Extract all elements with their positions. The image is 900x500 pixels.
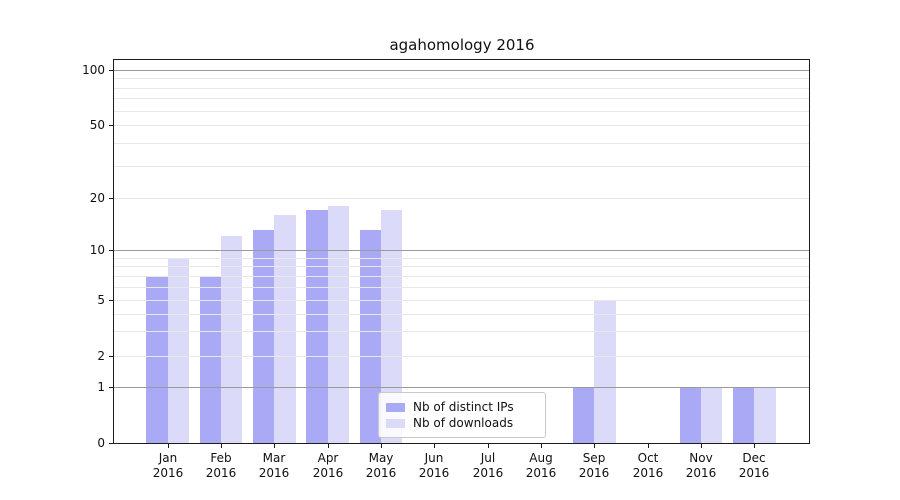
bar-downloads-mar bbox=[274, 214, 296, 443]
bar-downloads-jan bbox=[167, 257, 189, 443]
bar-ips-apr bbox=[306, 210, 328, 443]
y-tick-label-1: 1 bbox=[97, 380, 105, 394]
gridline-4 bbox=[114, 314, 809, 315]
y-tick-mark-50 bbox=[109, 125, 113, 126]
gridline-5 bbox=[114, 300, 809, 301]
x-tick-mark-dec bbox=[754, 444, 755, 448]
y-tick-mark-10 bbox=[109, 250, 113, 251]
gridline-60 bbox=[114, 111, 809, 112]
y-tick-label-5: 5 bbox=[97, 293, 105, 307]
y-tick-mark-0 bbox=[109, 443, 113, 444]
x-tick-mark-jun bbox=[434, 444, 435, 448]
plot-area: Nb of distinct IPs Nb of downloads bbox=[113, 59, 810, 444]
legend-item-distinct-ips: Nb of distinct IPs bbox=[386, 399, 537, 415]
x-tick-mark-nov bbox=[701, 444, 702, 448]
legend-swatch-downloads bbox=[386, 418, 405, 428]
gridline-8 bbox=[114, 266, 809, 267]
x-tick-label-feb: Feb 2016 bbox=[205, 451, 237, 480]
gridline-2 bbox=[114, 356, 809, 357]
x-tick-label-mar: Mar 2016 bbox=[258, 451, 290, 480]
gridline-10 bbox=[114, 250, 809, 251]
bar-downloads-nov bbox=[701, 387, 723, 443]
gridline-6 bbox=[114, 287, 809, 288]
x-tick-label-may: May 2016 bbox=[365, 451, 397, 480]
x-tick-label-dec: Dec 2016 bbox=[738, 451, 770, 480]
legend-label-distinct-ips: Nb of distinct IPs bbox=[413, 400, 514, 414]
y-tick-label-10: 10 bbox=[89, 243, 105, 257]
bar-downloads-sep bbox=[594, 300, 616, 443]
x-tick-mark-sep bbox=[594, 444, 595, 448]
x-tick-mark-feb bbox=[221, 444, 222, 448]
legend-item-downloads: Nb of downloads bbox=[386, 415, 537, 431]
x-tick-mark-mar bbox=[274, 444, 275, 448]
bar-downloads-apr bbox=[327, 205, 349, 443]
gridline-100 bbox=[114, 70, 809, 71]
y-tick-label-20: 20 bbox=[89, 191, 105, 205]
bar-ips-dec bbox=[733, 387, 755, 443]
bar-ips-mar bbox=[253, 230, 275, 443]
x-tick-mark-oct bbox=[648, 444, 649, 448]
bar-ips-may bbox=[359, 230, 381, 443]
y-tick-mark-20 bbox=[109, 198, 113, 199]
y-tick-mark-1 bbox=[109, 387, 113, 388]
x-tick-label-jun: Jun 2016 bbox=[418, 451, 450, 480]
legend: Nb of distinct IPs Nb of downloads bbox=[378, 392, 546, 438]
y-tick-label-2: 2 bbox=[97, 349, 105, 363]
x-tick-mark-aug bbox=[541, 444, 542, 448]
y-tick-label-0: 0 bbox=[97, 436, 105, 450]
x-tick-label-jul: Jul 2016 bbox=[472, 451, 504, 480]
x-tick-label-jan: Jan 2016 bbox=[152, 451, 184, 480]
x-tick-label-sep: Sep 2016 bbox=[578, 451, 610, 480]
y-tick-label-50: 50 bbox=[89, 118, 105, 132]
bar-ips-feb bbox=[199, 275, 221, 443]
gridline-1 bbox=[114, 387, 809, 388]
gridline-7 bbox=[114, 276, 809, 277]
x-tick-mark-jan bbox=[168, 444, 169, 448]
legend-swatch-distinct-ips bbox=[386, 402, 405, 412]
y-tick-mark-2 bbox=[109, 356, 113, 357]
x-tick-label-apr: Apr 2016 bbox=[312, 451, 344, 480]
x-tick-mark-jul bbox=[488, 444, 489, 448]
gridline-20 bbox=[114, 198, 809, 199]
y-tick-mark-100 bbox=[109, 70, 113, 71]
x-tick-mark-apr bbox=[328, 444, 329, 448]
gridline-80 bbox=[114, 88, 809, 89]
gridline-50 bbox=[114, 125, 809, 126]
gridline-9 bbox=[114, 258, 809, 259]
bar-downloads-dec bbox=[754, 387, 776, 443]
y-tick-mark-5 bbox=[109, 300, 113, 301]
y-tick-label-100: 100 bbox=[82, 63, 105, 77]
bar-ips-jan bbox=[146, 275, 168, 443]
chart-title: agahomology 2016 bbox=[389, 36, 535, 54]
gridline-30 bbox=[114, 166, 809, 167]
gridline-40 bbox=[114, 143, 809, 144]
x-tick-label-nov: Nov 2016 bbox=[685, 451, 717, 480]
gridline-3 bbox=[114, 331, 809, 332]
bar-downloads-feb bbox=[221, 236, 243, 443]
x-tick-label-oct: Oct 2016 bbox=[632, 451, 664, 480]
x-tick-mark-may bbox=[381, 444, 382, 448]
bar-ips-sep bbox=[573, 387, 595, 443]
gridline-90 bbox=[114, 78, 809, 79]
legend-label-downloads: Nb of downloads bbox=[413, 416, 514, 430]
bar-ips-nov bbox=[679, 387, 701, 443]
bar-downloads-may bbox=[381, 210, 403, 443]
x-tick-label-aug: Aug 2016 bbox=[525, 451, 557, 480]
gridline-70 bbox=[114, 98, 809, 99]
